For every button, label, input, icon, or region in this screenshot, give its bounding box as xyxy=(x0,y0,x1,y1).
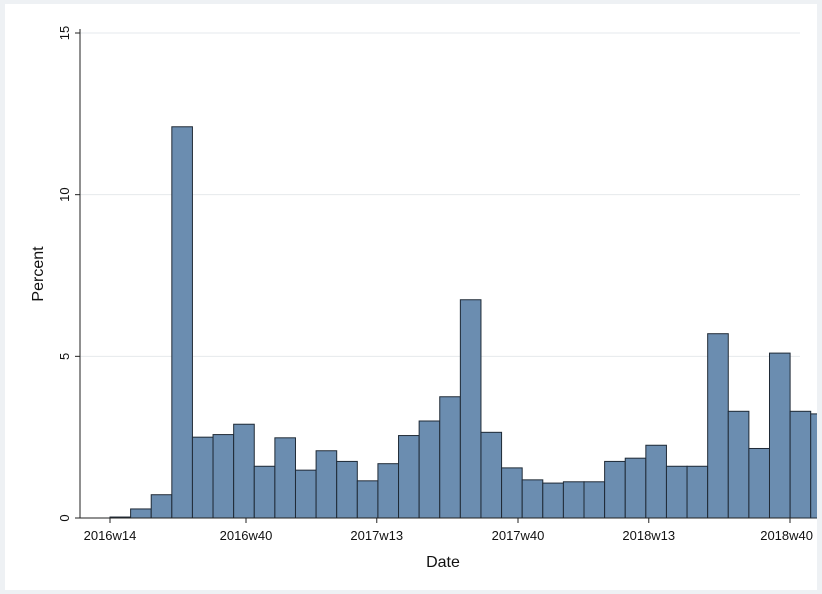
bar-10 xyxy=(315,450,338,519)
bar-22 xyxy=(562,481,585,519)
x-tick-label-4: 2018w13 xyxy=(622,528,675,543)
bar-2 xyxy=(150,494,173,519)
bar-23 xyxy=(583,481,606,519)
bar-27 xyxy=(665,465,688,519)
bar-16 xyxy=(439,396,461,519)
bar-15 xyxy=(418,420,441,519)
bar-17 xyxy=(459,299,482,519)
bar-9 xyxy=(294,469,317,519)
bar-14 xyxy=(398,435,420,519)
bar-30 xyxy=(727,410,750,519)
bar-13 xyxy=(377,463,400,519)
bar-12 xyxy=(356,480,379,519)
x-tick-label-5: 2018w40 xyxy=(760,528,813,543)
bar-31 xyxy=(748,447,770,519)
bar-1 xyxy=(130,508,152,519)
grid-lines xyxy=(80,32,800,357)
bar-3 xyxy=(171,126,193,519)
y-axis-title: Percent xyxy=(30,246,47,302)
bar-34 xyxy=(810,413,817,519)
bar-20 xyxy=(521,479,544,519)
y-tick-label-2: 10 xyxy=(57,187,72,201)
bar-25 xyxy=(624,457,647,519)
bar-5 xyxy=(212,434,235,519)
chart-frame: 0 5 10 15 2016w14 2016w40 2017w13 2017w40 2018w… xyxy=(5,4,817,590)
x-tick-label-3: 2017w40 xyxy=(492,528,545,543)
bar-33 xyxy=(789,410,812,519)
x-axis-title: Date xyxy=(426,554,460,571)
bar-32 xyxy=(768,352,791,519)
x-tick-label-2: 2017w13 xyxy=(350,528,403,543)
x-ticks: 2016w14 2016w40 2017w13 2017w40 2018w13 2018w… xyxy=(84,518,813,543)
bar-19 xyxy=(501,467,523,519)
bar-6 xyxy=(233,423,255,519)
bars xyxy=(109,126,817,519)
axes xyxy=(79,29,800,519)
bar-28 xyxy=(686,465,709,519)
bar-7 xyxy=(253,465,276,519)
bar-18 xyxy=(480,431,503,519)
bar-11 xyxy=(336,460,358,519)
histogram-chart: 0 5 10 15 2016w14 2016w40 2017w13 2017w40 2018w… xyxy=(30,26,817,571)
bar-24 xyxy=(604,460,626,519)
bar-26 xyxy=(645,444,667,519)
bar-29 xyxy=(707,333,729,519)
y-tick-label-0: 0 xyxy=(57,514,72,521)
y-tick-label-1: 5 xyxy=(57,353,72,360)
bar-21 xyxy=(542,482,564,519)
bar-8 xyxy=(274,437,296,519)
x-tick-label-1: 2016w40 xyxy=(220,528,273,543)
y-tick-label-3: 15 xyxy=(57,26,72,40)
y-ticks: 0 5 10 15 xyxy=(57,26,80,522)
bar-4 xyxy=(191,436,214,519)
x-tick-label-0: 2016w14 xyxy=(84,528,137,543)
